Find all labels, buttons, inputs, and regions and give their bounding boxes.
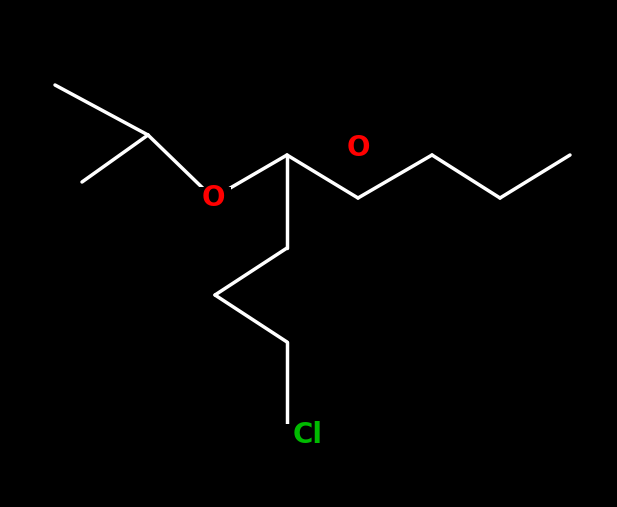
FancyBboxPatch shape: [340, 137, 376, 159]
Text: Cl: Cl: [293, 421, 323, 449]
Text: O: O: [346, 134, 370, 162]
FancyBboxPatch shape: [195, 187, 231, 209]
Text: O: O: [201, 184, 225, 212]
FancyBboxPatch shape: [283, 424, 333, 446]
